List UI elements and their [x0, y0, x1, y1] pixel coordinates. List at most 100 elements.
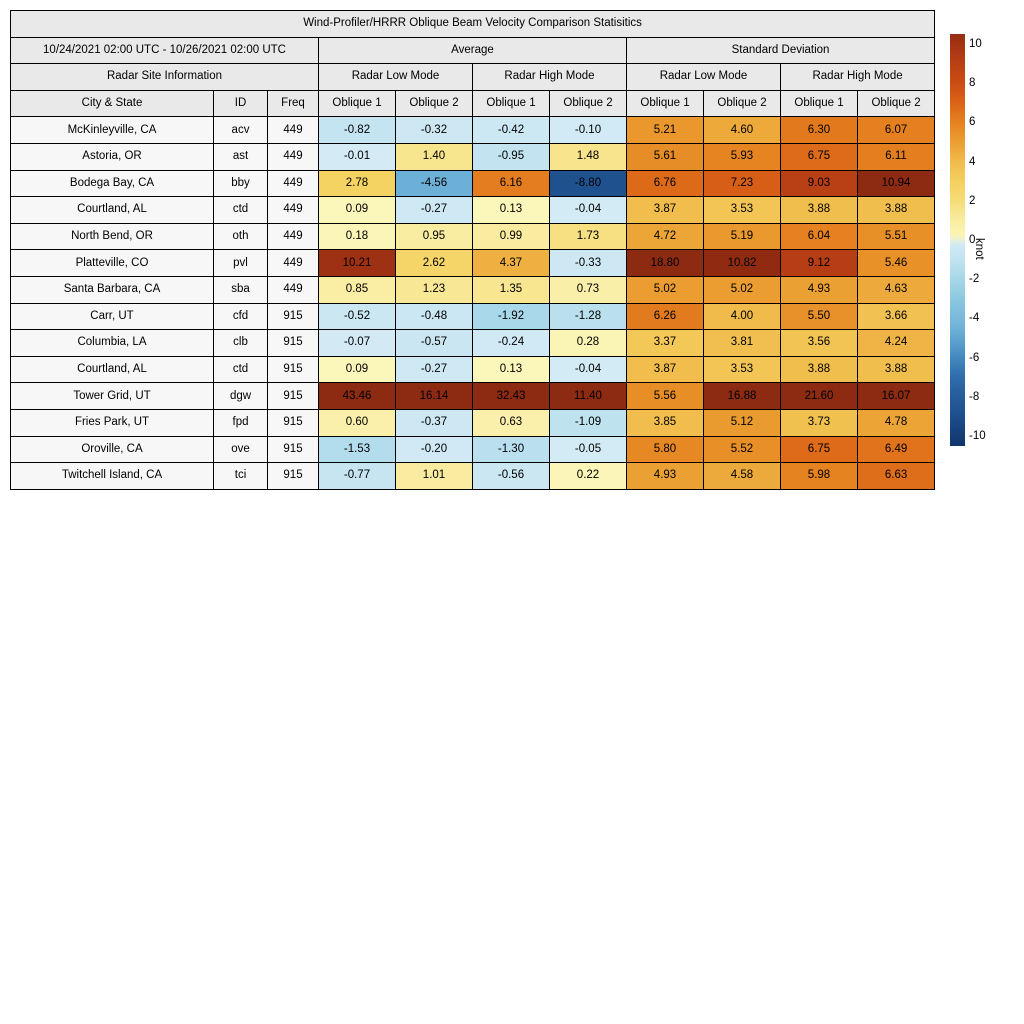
value-cell: 6.75	[780, 435, 858, 464]
value-cell: -0.82	[318, 116, 396, 144]
value-cell: 3.53	[703, 355, 781, 384]
value-cell: -0.24	[472, 329, 550, 357]
value-cell: -0.42	[472, 116, 550, 144]
city-cell: Twitchell Island, CA	[10, 462, 214, 490]
value-cell: 4.93	[626, 462, 704, 490]
value-cell: -0.27	[395, 196, 473, 224]
value-cell: 1.73	[549, 222, 627, 251]
value-cell: -0.37	[395, 408, 473, 437]
col-header-oblique2: Oblique 2	[395, 89, 473, 118]
value-cell: 6.26	[626, 302, 704, 331]
value-cell: 3.88	[856, 196, 936, 224]
value-cell: 7.23	[703, 169, 781, 198]
city-cell: Santa Barbara, CA	[10, 275, 214, 304]
value-cell: 3.85	[626, 408, 704, 437]
colorbar-tick-label: 6	[969, 116, 976, 129]
value-cell: 3.88	[780, 355, 858, 384]
col-header-oblique2: Oblique 2	[856, 89, 936, 118]
comparison-statistics-table: Wind-Profiler/HRRR Oblique Beam Velocity…	[9, 10, 936, 490]
id-cell: tci	[213, 462, 268, 490]
value-cell: 3.53	[703, 196, 781, 224]
std-low-mode-header: Radar Low Mode	[626, 63, 781, 91]
value-cell: 6.16	[472, 169, 550, 198]
group-header-row: 10/24/2021 02:00 UTC - 10/26/2021 02:00 …	[10, 36, 936, 65]
col-header-city-state: City & State	[10, 89, 214, 118]
value-cell: -0.04	[549, 355, 627, 384]
value-cell: 5.61	[626, 142, 704, 171]
value-cell: -0.57	[395, 329, 473, 357]
table-row: North Bend, OR oth 449 0.18 0.95 0.99 1.73 4.72…	[10, 222, 936, 251]
value-cell: 10.82	[703, 249, 781, 277]
value-cell: 5.50	[780, 302, 858, 331]
value-cell: 16.88	[703, 382, 781, 410]
value-cell: -0.10	[549, 116, 627, 144]
value-cell: 1.35	[472, 275, 550, 304]
table-row: Bodega Bay, CA bby 449 2.78 -4.56 6.16 -8.80 6.…	[10, 169, 936, 198]
value-cell: -1.53	[318, 435, 396, 464]
freq-cell: 449	[267, 249, 319, 277]
freq-cell: 915	[267, 382, 319, 410]
std-high-mode-header: Radar High Mode	[779, 63, 936, 91]
value-cell: 6.30	[780, 116, 858, 144]
value-cell: 4.37	[472, 249, 550, 277]
id-cell: bby	[213, 169, 268, 198]
avg-low-mode-header: Radar Low Mode	[318, 63, 473, 91]
value-cell: 5.98	[780, 462, 858, 490]
table-row: McKinleyville, CA acv 449 -0.82 -0.32 -0.42 -0…	[10, 116, 936, 144]
value-cell: 0.13	[472, 355, 550, 384]
freq-cell: 449	[267, 275, 319, 304]
freq-cell: 449	[267, 196, 319, 224]
value-cell: 1.48	[549, 142, 627, 171]
colorbar-tick-label: -2	[969, 273, 980, 286]
value-cell: -1.09	[549, 408, 627, 437]
table-row: Santa Barbara, CA sba 449 0.85 1.23 1.35 0.73 5…	[10, 275, 936, 304]
freq-cell: 915	[267, 302, 319, 331]
value-cell: 3.81	[703, 329, 781, 357]
id-cell: cfd	[213, 302, 268, 331]
value-cell: -1.28	[549, 302, 627, 331]
city-cell: Platteville, CO	[10, 249, 214, 277]
value-cell: 3.87	[626, 196, 704, 224]
city-cell: North Bend, OR	[10, 222, 214, 251]
city-cell: Oroville, CA	[10, 435, 214, 464]
value-cell: -0.27	[395, 355, 473, 384]
value-cell: 0.99	[472, 222, 550, 251]
value-cell: -4.56	[395, 169, 473, 198]
value-cell: 6.49	[856, 435, 936, 464]
city-cell: Tower Grid, UT	[10, 382, 214, 410]
table-row: Astoria, OR ast 449 -0.01 1.40 -0.95 1.48 5.61 5…	[10, 142, 936, 171]
id-cell: clb	[213, 329, 268, 357]
id-cell: dgw	[213, 382, 268, 410]
id-cell: acv	[213, 116, 268, 144]
value-cell: -0.07	[318, 329, 396, 357]
value-cell: 0.95	[395, 222, 473, 251]
freq-cell: 915	[267, 408, 319, 437]
id-cell: sba	[213, 275, 268, 304]
value-cell: 3.73	[780, 408, 858, 437]
city-cell: Courtland, AL	[10, 196, 214, 224]
value-cell: 0.09	[318, 196, 396, 224]
id-cell: ctd	[213, 355, 268, 384]
freq-cell: 915	[267, 355, 319, 384]
value-cell: -8.80	[549, 169, 627, 198]
value-cell: 5.56	[626, 382, 704, 410]
table-row: Twitchell Island, CA tci 915 -0.77 1.01 -0.56…	[10, 462, 936, 490]
value-cell: 6.04	[780, 222, 858, 251]
freq-cell: 449	[267, 142, 319, 171]
colorbar-tick-label: -10	[969, 430, 986, 442]
value-cell: 32.43	[472, 382, 550, 410]
city-cell: Courtland, AL	[10, 355, 214, 384]
value-cell: 18.80	[626, 249, 704, 277]
value-cell: 4.93	[780, 275, 858, 304]
avg-high-mode-header: Radar High Mode	[472, 63, 627, 91]
value-cell: 4.60	[703, 116, 781, 144]
colorbar-tick-label: 4	[969, 155, 976, 168]
value-cell: 2.78	[318, 169, 396, 198]
value-cell: -0.95	[472, 142, 550, 171]
value-cell: -0.32	[395, 116, 473, 144]
table-row: Platteville, CO pvl 449 10.21 2.62 4.37 -0.33 1…	[10, 249, 936, 277]
value-cell: 6.76	[626, 169, 704, 198]
value-cell: 6.07	[856, 116, 936, 144]
value-cell: 1.40	[395, 142, 473, 171]
